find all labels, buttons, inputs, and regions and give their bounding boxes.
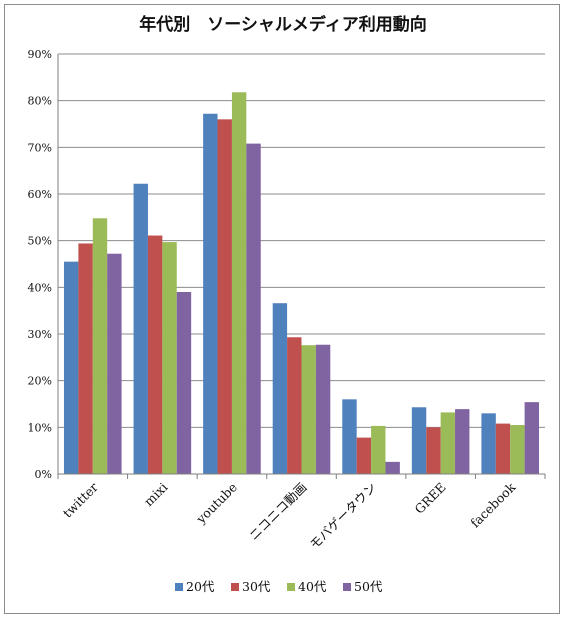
x-category-label: twitter bbox=[60, 479, 101, 520]
y-tick-label: 80% bbox=[28, 95, 52, 108]
y-tick-label: 0% bbox=[35, 468, 52, 481]
bar bbox=[107, 253, 122, 474]
y-tick-label: 60% bbox=[28, 188, 52, 201]
bar bbox=[246, 143, 261, 474]
x-category-label: facebook bbox=[467, 479, 518, 530]
bar bbox=[495, 423, 511, 474]
legend-item: 30代 bbox=[231, 579, 271, 594]
x-category-label: mixi bbox=[141, 480, 171, 510]
x-category-label: youtube bbox=[193, 480, 240, 527]
bar bbox=[176, 292, 192, 474]
legend-item: 20代 bbox=[175, 579, 215, 594]
x-category-label: GREE bbox=[412, 480, 449, 517]
bar bbox=[385, 461, 400, 474]
bar bbox=[63, 261, 79, 474]
y-tick-label: 50% bbox=[28, 235, 52, 248]
bar bbox=[411, 407, 427, 474]
bar bbox=[203, 113, 218, 474]
bar bbox=[231, 92, 247, 475]
y-tick-label: 30% bbox=[28, 328, 52, 341]
bars bbox=[63, 92, 540, 475]
y-tick-label: 70% bbox=[28, 141, 52, 154]
bar bbox=[440, 412, 456, 474]
chart-title: 年代別 ソーシャルメディア利用動向 bbox=[139, 14, 426, 35]
y-tick-label: 90% bbox=[28, 48, 52, 61]
legend-item: 40代 bbox=[287, 579, 327, 594]
bar bbox=[272, 303, 288, 474]
bar bbox=[217, 119, 232, 474]
bar bbox=[510, 425, 525, 474]
axes bbox=[57, 54, 546, 479]
bar bbox=[92, 218, 108, 474]
legend-swatch bbox=[287, 583, 295, 591]
bar bbox=[426, 427, 441, 474]
bar bbox=[147, 235, 163, 474]
bar bbox=[315, 344, 331, 474]
bar bbox=[287, 337, 302, 474]
legend-item: 50代 bbox=[343, 579, 383, 594]
y-tick-label: 10% bbox=[28, 421, 52, 434]
legend: 20代 30代 40代 50代 bbox=[175, 579, 383, 594]
legend-label: 20代 bbox=[186, 579, 215, 594]
legend-label: 40代 bbox=[298, 579, 327, 594]
y-tick-label: 40% bbox=[28, 281, 52, 294]
bar bbox=[133, 183, 148, 474]
legend-swatch bbox=[343, 583, 351, 591]
legend-swatch bbox=[175, 583, 183, 591]
bar bbox=[342, 399, 357, 474]
y-tick-label: 20% bbox=[28, 375, 52, 388]
bar bbox=[481, 413, 496, 474]
bar bbox=[301, 345, 316, 474]
bar bbox=[162, 242, 177, 474]
bar bbox=[356, 437, 372, 474]
legend-label: 30代 bbox=[242, 579, 271, 594]
bar bbox=[524, 402, 540, 474]
x-category-label: モバゲータウン bbox=[307, 480, 379, 552]
bar bbox=[371, 425, 386, 474]
bar bbox=[78, 243, 93, 474]
bar bbox=[455, 409, 470, 474]
legend-swatch bbox=[231, 583, 239, 591]
legend-label: 50代 bbox=[354, 579, 383, 594]
y-axis-ticks: 0% 10% 20% 30% 40% 50% 60% 70% 80% 90% bbox=[28, 48, 52, 481]
x-category-label: ニコニコ動画 bbox=[246, 480, 310, 544]
